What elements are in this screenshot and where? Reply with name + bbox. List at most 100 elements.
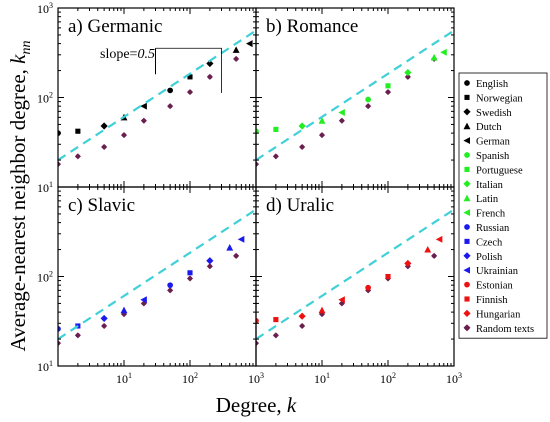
x-tick-label: 102 [380,371,396,386]
tick-exponent: 2 [194,371,198,380]
legend-item: Russian [464,223,510,234]
legend-label: Spanish [476,151,510,162]
y-tick-label: 102 [37,91,53,106]
language-point-8 [226,244,234,251]
x-tick-label: 102 [182,371,198,386]
language-point-4 [338,109,345,116]
legend-item: Portuguese [464,165,523,176]
legend-marker [464,238,470,244]
random-text-point-7 [206,263,213,270]
legend-label: Random texts [476,324,534,335]
legend-item: Estonian [464,281,513,292]
language-point-9 [237,235,245,243]
language-point-9 [435,235,443,243]
y-axis-label-text: Average-nearest neighbor degree, [6,64,30,352]
language-point-7 [206,257,214,265]
language-point-6 [385,83,391,89]
legend-marker [464,94,470,100]
tick-base: 10 [182,372,194,386]
random-text-point-2 [299,143,306,150]
legend-label: French [476,209,506,220]
legend-label: Portuguese [476,165,523,176]
legend-item: Italian [463,180,504,191]
legend: English Norwegian Swedish Dutch German Spanis… [458,72,548,339]
language-point-2 [298,122,306,130]
legend-label: Hungarian [476,309,521,320]
legend-label: Polish [476,252,503,263]
random-text-point-4 [140,117,147,124]
legend-marker [463,309,471,317]
legend-label: English [476,79,509,90]
panel-data [256,208,454,347]
legend-marker [463,194,471,202]
language-point-4 [140,102,147,110]
tick-exponent: 2 [49,270,53,279]
legend-label: Estonian [476,281,513,292]
x-axis-label: Degree, k [216,393,297,417]
panel-2: b) Romance [255,7,455,188]
legend-item: Czech [464,237,503,248]
legend-item: Swedish [463,108,512,119]
legend-label: Italian [476,180,504,191]
x-tick-label: 103 [248,371,264,386]
tick-base: 10 [314,372,326,386]
language-point-9 [440,48,447,56]
language-point-3 [318,117,326,124]
panel-title: b) Romance [266,16,358,37]
panel-title: a) Germanic [68,16,162,37]
x-tick-label: 101 [116,371,132,386]
language-point-5 [167,87,173,94]
tick-base: 10 [37,360,49,374]
random-text-point-5 [365,103,372,110]
legend-label: Finnish [476,295,508,306]
random-text-point-5 [167,287,174,294]
panel-data [58,208,256,347]
random-text-point-0 [58,161,61,168]
slope-bracket [155,47,222,94]
random-text-point-1 [272,153,279,160]
legend-label: Russian [476,223,510,234]
random-text-point-1 [272,332,279,339]
random-text-point-6 [385,89,391,96]
language-point-1 [273,126,279,132]
panel-title: d) Uralic [266,195,334,216]
y-tick-label: 103 [37,1,53,16]
legend-item: Latin [463,194,499,205]
legend-marker [463,122,471,130]
language-point-7 [404,259,412,268]
tick-base: 10 [37,271,49,285]
x-tick-label: 101 [314,371,330,386]
random-text-point-3 [121,132,127,139]
language-point-6 [187,74,193,80]
random-text-point-7 [206,73,213,80]
tick-exponent: 3 [260,371,264,380]
language-point-7 [206,59,214,68]
legend-marker [463,266,470,274]
panel-title: c) Slavic [68,195,135,216]
random-text-point-0 [256,340,259,347]
legend-marker [464,281,470,288]
tick-exponent: 1 [49,359,53,368]
reference-line [256,208,454,340]
language-point-5 [167,282,173,289]
language-point-8 [430,53,438,61]
legend-item: Dutch [463,122,502,133]
slope-annotation: slope=0.5 [100,47,222,94]
legend-marker [463,180,471,188]
tick-base: 10 [37,181,49,195]
legend-item: Hungarian [463,309,521,320]
tick-base: 10 [446,372,458,386]
random-text-point-8 [431,252,438,259]
language-point-7 [404,68,412,77]
legend-item: English [464,79,509,90]
random-text-point-0 [256,161,259,168]
tick-base: 10 [37,92,49,106]
legend-marker [464,224,470,230]
legend-label: Norwegian [476,93,523,104]
language-point-6 [385,273,391,280]
legend-marker [464,166,470,172]
legend-marker [463,108,471,116]
